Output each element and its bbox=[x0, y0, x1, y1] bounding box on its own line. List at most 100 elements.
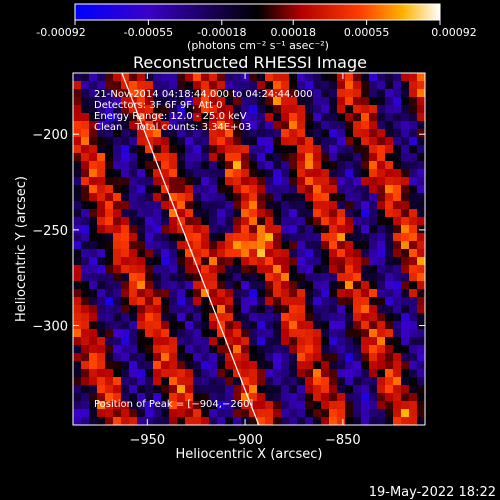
heatmap-cell bbox=[289, 409, 298, 418]
heatmap-cell bbox=[105, 233, 114, 242]
heatmap-cell bbox=[137, 201, 146, 210]
heatmap-cell bbox=[73, 313, 82, 322]
heatmap-cell bbox=[209, 265, 218, 274]
heatmap-cell bbox=[201, 305, 210, 314]
heatmap-cell bbox=[105, 401, 114, 410]
heatmap-cell bbox=[153, 409, 162, 418]
heatmap-cell bbox=[217, 89, 226, 98]
heatmap-cell bbox=[337, 113, 346, 122]
heatmap-cell bbox=[193, 321, 202, 330]
heatmap-cell bbox=[169, 97, 178, 106]
heatmap-cell bbox=[297, 177, 306, 186]
heatmap-cell bbox=[377, 201, 386, 210]
heatmap-cell bbox=[137, 257, 146, 266]
heatmap-cell bbox=[313, 401, 322, 410]
heatmap-cell bbox=[97, 153, 106, 162]
heatmap-cell bbox=[257, 313, 266, 322]
heatmap-cell bbox=[105, 161, 114, 170]
heatmap-cell bbox=[313, 289, 322, 298]
heatmap-cell bbox=[417, 81, 425, 90]
heatmap-cell bbox=[169, 73, 178, 82]
heatmap-cell bbox=[161, 177, 170, 186]
heatmap-cell bbox=[225, 217, 234, 226]
heatmap-cell bbox=[225, 361, 234, 370]
heatmap-cell bbox=[121, 177, 130, 186]
heatmap-cell bbox=[313, 393, 322, 402]
heatmap-cell bbox=[289, 233, 298, 242]
heatmap-cell bbox=[281, 209, 290, 218]
heatmap-cell bbox=[393, 393, 402, 402]
heatmap-cell bbox=[145, 185, 154, 194]
heatmap-cell bbox=[201, 409, 210, 418]
heatmap-cell bbox=[73, 353, 82, 362]
heatmap-cell bbox=[193, 241, 202, 250]
heatmap-cell bbox=[201, 329, 210, 338]
heatmap-cell bbox=[369, 185, 378, 194]
heatmap-cell bbox=[153, 89, 162, 98]
heatmap-cell bbox=[385, 337, 394, 346]
heatmap-cell bbox=[97, 249, 106, 258]
heatmap-cell bbox=[345, 233, 354, 242]
heatmap-cell bbox=[305, 153, 314, 162]
heatmap-cell bbox=[113, 193, 122, 202]
heatmap-cell bbox=[305, 129, 314, 138]
heatmap-cell bbox=[297, 137, 306, 146]
colorbar-ticks: -0.00092 -0.00055 -0.00018 0.00018 0.00055 0.… bbox=[36, 20, 477, 39]
heatmap-cell bbox=[145, 281, 154, 290]
heatmap-cell bbox=[217, 201, 226, 210]
heatmap-cell bbox=[305, 313, 314, 322]
heatmap-cell bbox=[209, 193, 218, 202]
heatmap-cell bbox=[337, 377, 346, 386]
heatmap-cell bbox=[105, 353, 114, 362]
heatmap-cell bbox=[121, 337, 130, 346]
heatmap-cell bbox=[417, 137, 425, 146]
heatmap-cell bbox=[177, 121, 186, 130]
heatmap-cell bbox=[313, 89, 322, 98]
heatmap-cell bbox=[385, 89, 394, 98]
heatmap-cell bbox=[345, 281, 354, 290]
heatmap-cell bbox=[249, 273, 258, 282]
heatmap-cell bbox=[217, 257, 226, 266]
heatmap-cell bbox=[289, 313, 298, 322]
heatmap-cell bbox=[417, 97, 425, 106]
heatmap-cell bbox=[281, 345, 290, 354]
heatmap-cell bbox=[241, 225, 250, 234]
heatmap-cell bbox=[113, 209, 122, 218]
heatmap-cell bbox=[361, 337, 370, 346]
heatmap-cell bbox=[393, 129, 402, 138]
heatmap-cell bbox=[81, 73, 90, 82]
heatmap-cell bbox=[353, 313, 362, 322]
heatmap-cell bbox=[281, 369, 290, 378]
heatmap-cell bbox=[257, 377, 266, 386]
heatmap-cell bbox=[201, 209, 210, 218]
heatmap-cell bbox=[137, 353, 146, 362]
heatmap-cell bbox=[377, 289, 386, 298]
heatmap-cell bbox=[185, 233, 194, 242]
heatmap-cell bbox=[89, 193, 98, 202]
heatmap-cell bbox=[297, 121, 306, 130]
heatmap-cell bbox=[89, 105, 98, 114]
heatmap-cell bbox=[185, 297, 194, 306]
heatmap-cell bbox=[185, 201, 194, 210]
heatmap-cell bbox=[169, 241, 178, 250]
heatmap-cell bbox=[89, 177, 98, 186]
heatmap-cell bbox=[329, 225, 338, 234]
heatmap-cell bbox=[321, 313, 330, 322]
heatmap-cell bbox=[377, 297, 386, 306]
heatmap-cell bbox=[281, 297, 290, 306]
heatmap-cell bbox=[89, 361, 98, 370]
heatmap-cell bbox=[105, 385, 114, 394]
heatmap-cell bbox=[201, 369, 210, 378]
heatmap-cell bbox=[249, 249, 258, 258]
heatmap-cell bbox=[113, 89, 122, 98]
heatmap-cell bbox=[345, 97, 354, 106]
heatmap-cell bbox=[401, 113, 410, 122]
heatmap-cell bbox=[137, 281, 146, 290]
heatmap-cell bbox=[281, 161, 290, 170]
heatmap-cell bbox=[369, 345, 378, 354]
heatmap-cell bbox=[97, 225, 106, 234]
heatmap-cell bbox=[81, 177, 90, 186]
heatmap-cell bbox=[121, 225, 130, 234]
heatmap-cell bbox=[289, 393, 298, 402]
heatmap-cell bbox=[393, 337, 402, 346]
